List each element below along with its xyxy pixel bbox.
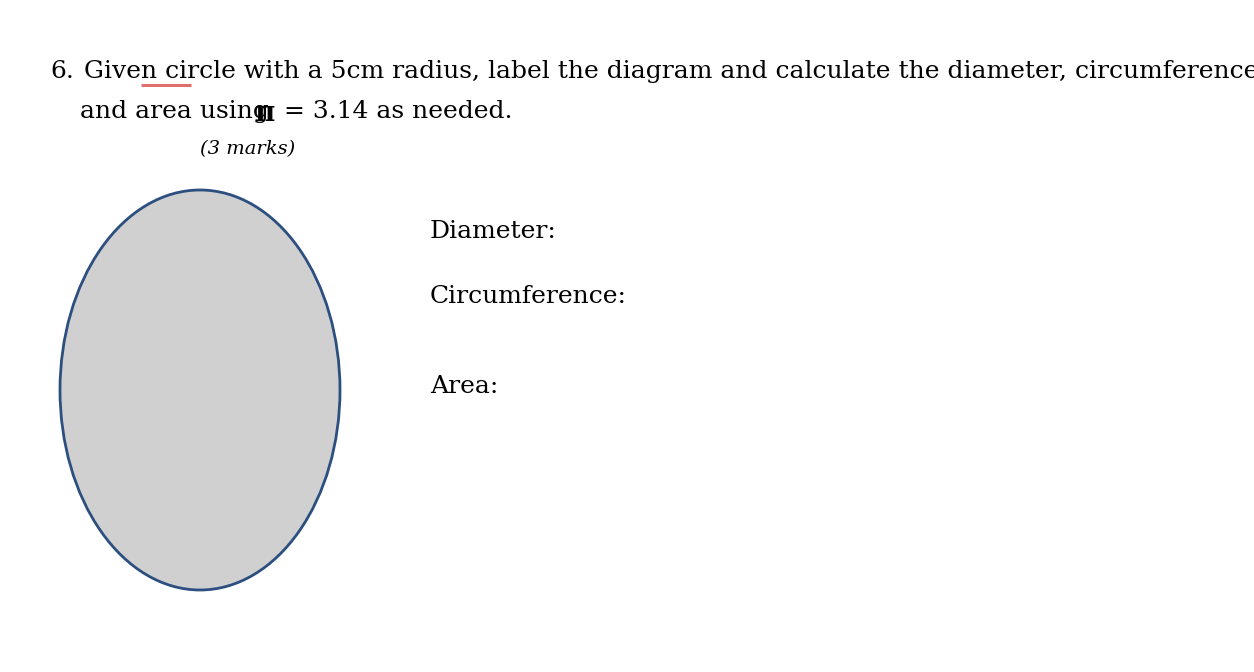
Text: (3 marks): (3 marks) [199,140,295,158]
Text: Area:: Area: [430,375,498,398]
Text: Given circle with a 5cm radius, label the diagram and calculate the diameter, ci: Given circle with a 5cm radius, label th… [84,60,1254,83]
Text: 6.: 6. [50,60,74,83]
Text: Circumference:: Circumference: [430,285,627,308]
Text: and area using: and area using [80,100,277,123]
Text: Diameter:: Diameter: [430,220,557,243]
Text: π: π [255,100,275,127]
Text: = 3.14 as needed.: = 3.14 as needed. [276,100,513,123]
Ellipse shape [60,190,340,590]
